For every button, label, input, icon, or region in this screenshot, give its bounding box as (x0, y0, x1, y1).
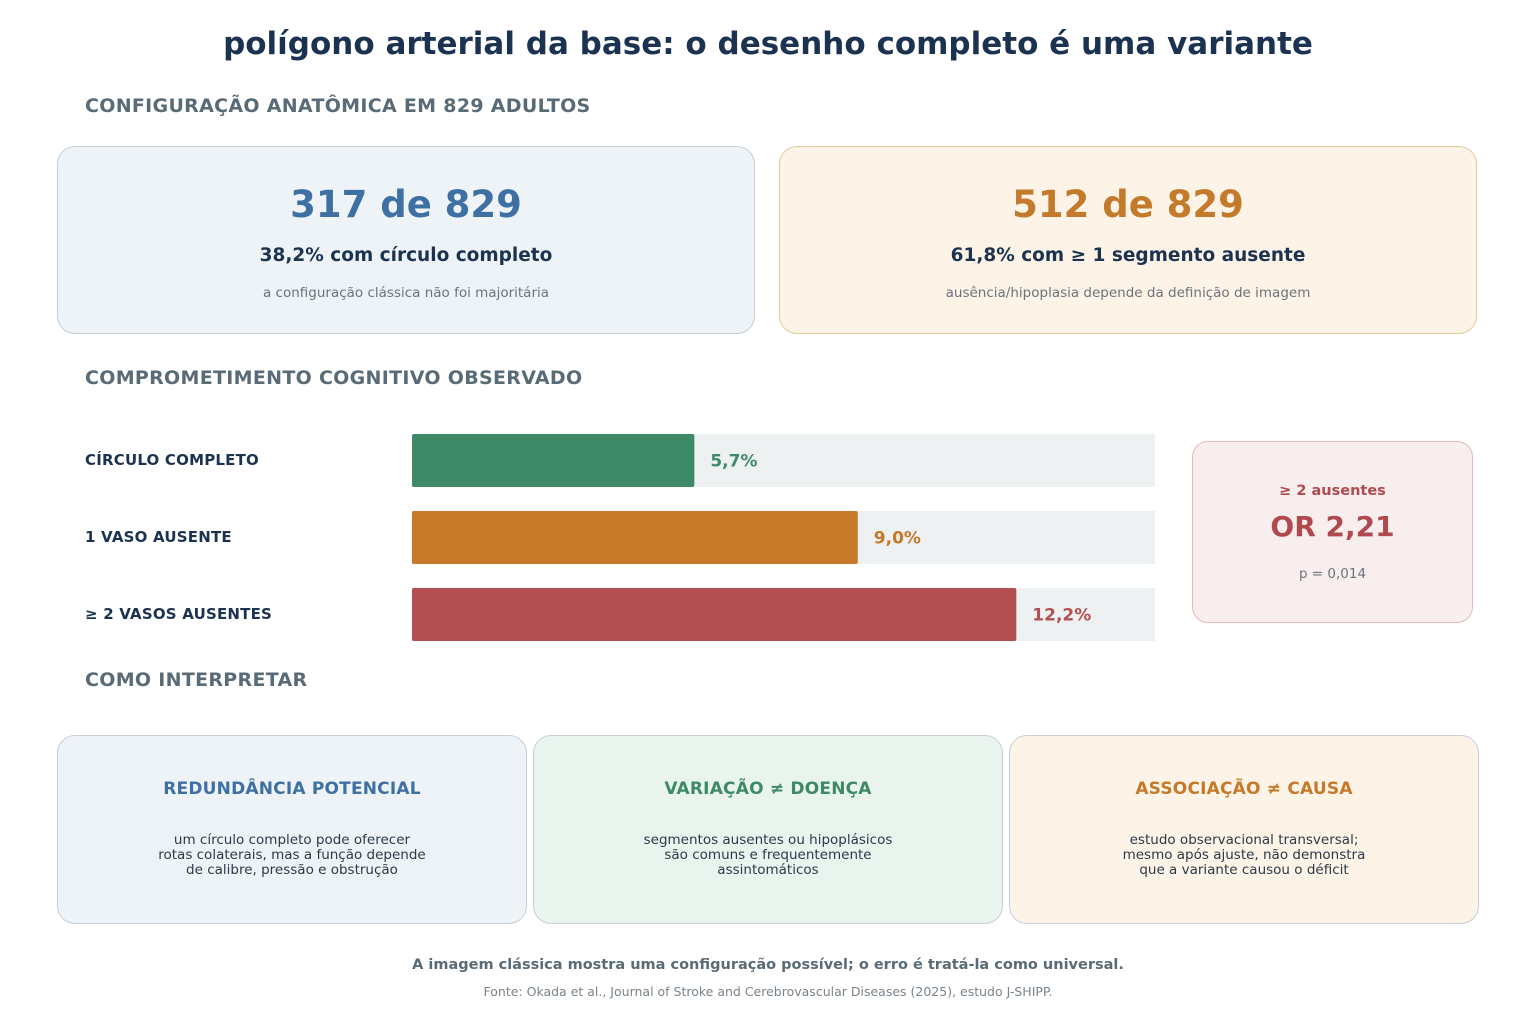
bar-value-label: 5,7% (710, 452, 757, 472)
footer-message: A imagem clássica mostra uma configuraçã… (412, 957, 1124, 973)
stat-percent: 38,2% com círculo completo (259, 245, 553, 266)
footer-source: Fonte: Okada et al., Journal of Stroke a… (483, 984, 1053, 999)
bar (412, 511, 858, 564)
interpret-card-title: REDUNDÂNCIA POTENCIAL (163, 779, 421, 799)
odds-ratio-value: OR 2,21 (1270, 510, 1395, 543)
interpret-card-text: segmentos ausentes ou hipoplásicos são c… (643, 832, 893, 878)
interpret-card-variation: VARIAÇÃO ≠ DOENÇA segmentos ausentes ou … (533, 735, 1003, 924)
stat-count: 512 de 829 (1012, 183, 1244, 226)
section-heading-anatomy: CONFIGURAÇÃO ANATÔMICA EM 829 ADULTOS (85, 95, 591, 117)
stat-note: ausência/hipoplasia depende da definição… (945, 285, 1311, 301)
stat-percent: 61,8% com ≥ 1 segmento ausente (950, 245, 1306, 266)
bar-value-label: 12,2% (1032, 606, 1091, 626)
stat-note: a configuração clássica não foi majoritá… (262, 285, 550, 301)
stat-count: 317 de 829 (290, 183, 522, 226)
interpret-card-text: um círculo completo pode oferecer rotas … (158, 832, 426, 878)
odds-ratio-p-value: p = 0,014 (1298, 566, 1367, 582)
interpret-card-title: VARIAÇÃO ≠ DOENÇA (664, 779, 872, 799)
bar-category-label: ≥ 2 VASOS AUSENTES (85, 605, 273, 623)
section-heading-interpret: COMO INTERPRETAR (85, 669, 308, 691)
interpret-card-text: estudo observacional transversal; mesmo … (1122, 832, 1366, 878)
interpret-card-redundancy: REDUNDÂNCIA POTENCIAL um círculo complet… (57, 735, 527, 924)
bar-category-label: 1 VASO AUSENTE (85, 528, 232, 546)
stat-card-missing-segment: 512 de 829 61,8% com ≥ 1 segmento ausent… (779, 146, 1477, 334)
bar (412, 588, 1017, 641)
bar-category-label: CÍRCULO COMPLETO (85, 451, 259, 469)
odds-ratio-box: ≥ 2 ausentes OR 2,21 p = 0,014 (1192, 441, 1473, 623)
page-title: polígono arterial da base: o desenho com… (223, 26, 1313, 62)
bar-value-label: 9,0% (874, 529, 921, 549)
interpret-card-title: ASSOCIAÇÃO ≠ CAUSA (1135, 779, 1353, 799)
bar (412, 434, 695, 487)
stat-card-complete-circle: 317 de 829 38,2% com círculo completo a … (57, 146, 755, 334)
interpret-card-association: ASSOCIAÇÃO ≠ CAUSA estudo observacional … (1009, 735, 1479, 924)
section-heading-cognitive: COMPROMETIMENTO COGNITIVO OBSERVADO (85, 367, 583, 389)
odds-ratio-label: ≥ 2 ausentes (1279, 483, 1386, 499)
